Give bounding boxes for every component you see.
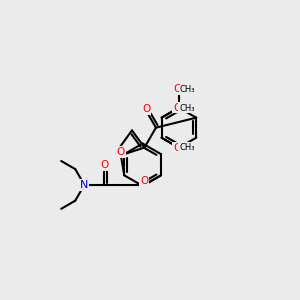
Text: O: O — [117, 147, 125, 157]
Text: CH₃: CH₃ — [179, 103, 194, 112]
Text: O: O — [140, 176, 148, 186]
Text: CH₃: CH₃ — [179, 143, 194, 152]
Text: N: N — [80, 180, 88, 190]
Text: CH₃: CH₃ — [180, 85, 196, 94]
Text: O: O — [173, 84, 181, 94]
Text: O: O — [173, 103, 182, 112]
Text: O: O — [142, 104, 151, 114]
Text: O: O — [100, 160, 109, 170]
Text: O: O — [173, 143, 182, 153]
